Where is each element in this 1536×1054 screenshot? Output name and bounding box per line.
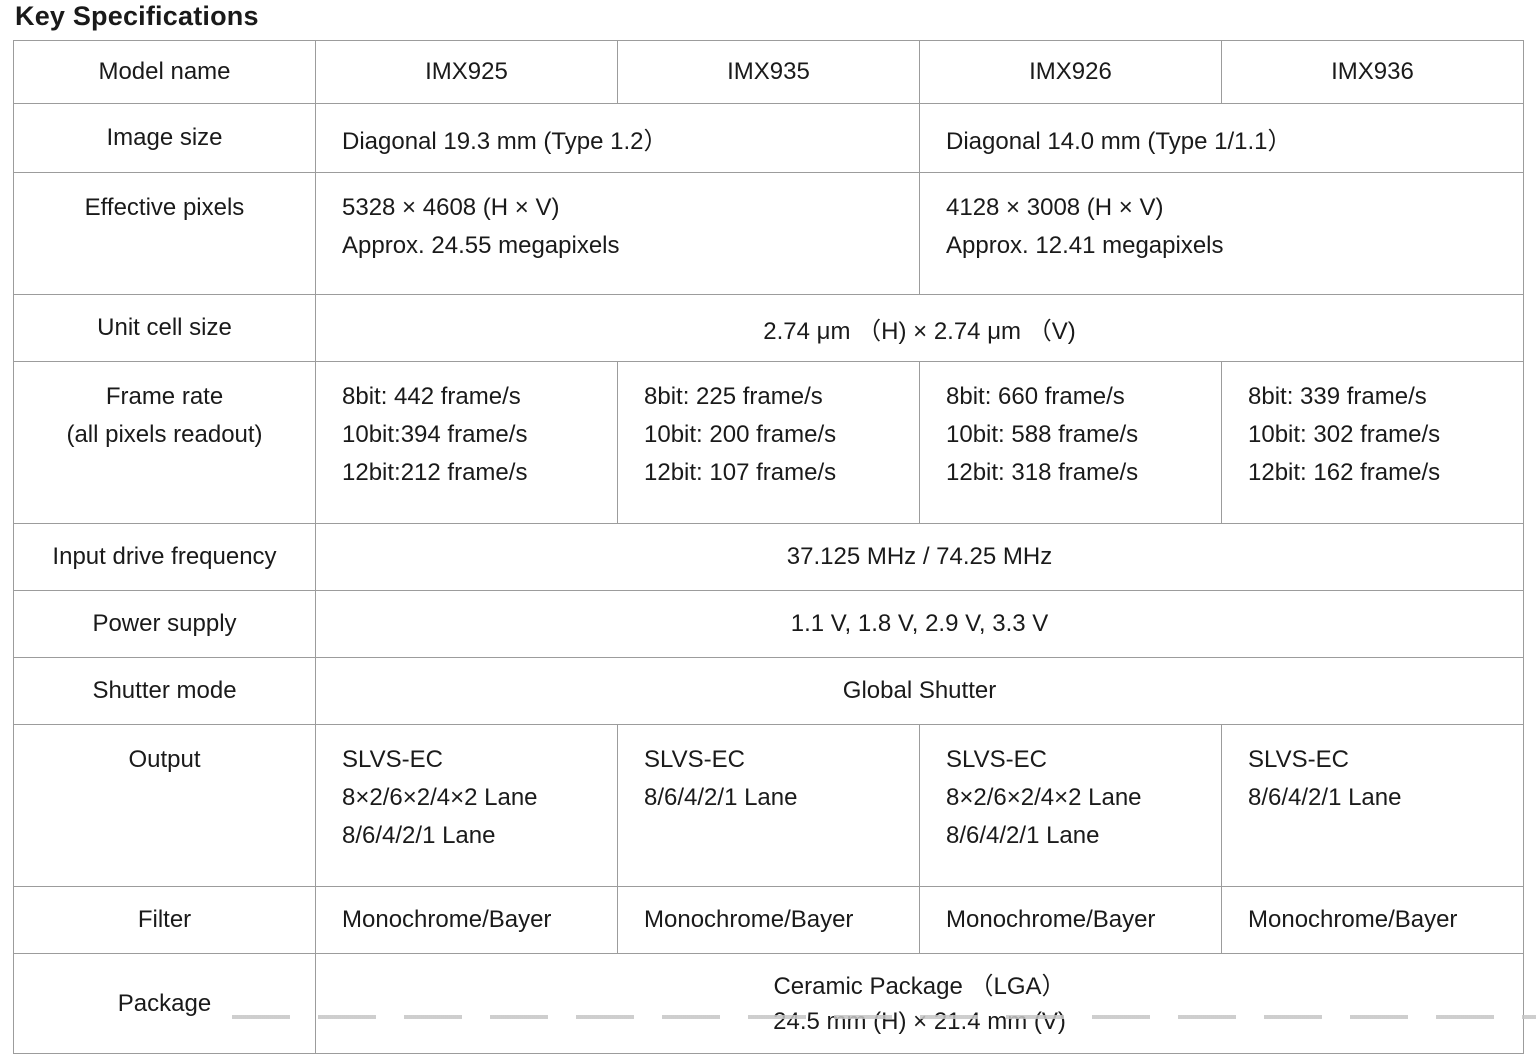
filter-imx936: Monochrome/Bayer — [1221, 886, 1524, 954]
power-supply-value: 1.1 V, 1.8 V, 2.9 V, 3.3 V — [315, 590, 1524, 658]
cropped-footnote-text — [232, 1015, 1536, 1019]
package-type: Ceramic Package （LGA） — [773, 972, 1066, 1000]
output-imx925: SLVS-EC 8×2/6×2/4×2 Lane 8/6/4/2/1 Lane — [315, 724, 618, 887]
effective-pixels-imx925-imx935: 5328 × 4608 (H × V) Approx. 24.55 megapi… — [315, 172, 920, 295]
row-label-frame-rate: Frame rate (all pixels readout) — [13, 361, 316, 524]
effective-pixels-megapixels: Approx. 24.55 megapixels — [342, 232, 620, 259]
model-header-imx936: IMX936 — [1221, 40, 1524, 104]
image-size-imx925-imx935: Diagonal 19.3 mm (Type 1.2） — [315, 103, 920, 173]
filter-imx926: Monochrome/Bayer — [919, 886, 1222, 954]
frame-rate-imx925: 8bit: 442 frame/s 10bit:394 frame/s 12bi… — [315, 361, 618, 524]
row-label-shutter-mode: Shutter mode — [13, 657, 316, 725]
row-label-model-name: Model name — [13, 40, 316, 104]
frame-rate-imx935: 8bit: 225 frame/s 10bit: 200 frame/s 12b… — [617, 361, 920, 524]
frame-rate-imx926: 8bit: 660 frame/s 10bit: 588 frame/s 12b… — [919, 361, 1222, 524]
table-row-input-drive-frequency: Input drive frequency 37.125 MHz / 74.25… — [13, 523, 1524, 591]
table-row-unit-cell-size: Unit cell size 2.74 μm （H) × 2.74 μm （V) — [13, 294, 1524, 362]
effective-pixels-resolution: 5328 × 4608 (H × V) — [342, 194, 560, 221]
frame-rate-imx936: 8bit: 339 frame/s 10bit: 302 frame/s 12b… — [1221, 361, 1524, 524]
table-row-image-size: Image size Diagonal 19.3 mm (Type 1.2） D… — [13, 103, 1524, 173]
shutter-mode-value: Global Shutter — [315, 657, 1524, 725]
output-imx926: SLVS-EC 8×2/6×2/4×2 Lane 8/6/4/2/1 Lane — [919, 724, 1222, 887]
package-dimensions: 24.5 mm (H) × 21.4 mm (V) — [773, 1007, 1066, 1035]
model-header-imx926: IMX926 — [919, 40, 1222, 104]
effective-pixels-imx926-imx936: 4128 × 3008 (H × V) Approx. 12.41 megapi… — [919, 172, 1524, 295]
table-row-package: Package Ceramic Package （LGA） 24.5 mm (H… — [13, 953, 1524, 1054]
unit-cell-size-value: 2.74 μm （H) × 2.74 μm （V) — [315, 294, 1524, 362]
output-imx936: SLVS-EC 8/6/4/2/1 Lane — [1221, 724, 1524, 887]
row-label-filter: Filter — [13, 886, 316, 954]
package-value: Ceramic Package （LGA） 24.5 mm (H) × 21.4… — [315, 953, 1524, 1054]
table-row-filter: Filter Monochrome/Bayer Monochrome/Bayer… — [13, 886, 1524, 954]
row-label-package: Package — [13, 953, 316, 1054]
effective-pixels-megapixels: Approx. 12.41 megapixels — [946, 232, 1224, 259]
row-label-effective-pixels: Effective pixels — [13, 172, 316, 295]
table-row-model-name: Model name IMX925 IMX935 IMX926 IMX936 — [13, 40, 1524, 104]
row-label-power-supply: Power supply — [13, 590, 316, 658]
filter-imx925: Monochrome/Bayer — [315, 886, 618, 954]
table-row-shutter-mode: Shutter mode Global Shutter — [13, 657, 1524, 725]
output-imx935: SLVS-EC 8/6/4/2/1 Lane — [617, 724, 920, 887]
table-row-power-supply: Power supply 1.1 V, 1.8 V, 2.9 V, 3.3 V — [13, 590, 1524, 658]
image-size-imx926-imx936: Diagonal 14.0 mm (Type 1/1.1） — [919, 103, 1524, 173]
row-label-input-drive-frequency: Input drive frequency — [13, 523, 316, 591]
table-row-frame-rate: Frame rate (all pixels readout) 8bit: 44… — [13, 361, 1524, 524]
input-drive-frequency-value: 37.125 MHz / 74.25 MHz — [315, 523, 1524, 591]
table-row-effective-pixels: Effective pixels 5328 × 4608 (H × V) App… — [13, 172, 1524, 295]
model-header-imx925: IMX925 — [315, 40, 618, 104]
filter-imx935: Monochrome/Bayer — [617, 886, 920, 954]
key-specifications-table: Model name IMX925 IMX935 IMX926 IMX936 I… — [13, 40, 1524, 1054]
effective-pixels-resolution: 4128 × 3008 (H × V) — [946, 194, 1164, 221]
row-label-unit-cell-size: Unit cell size — [13, 294, 316, 362]
row-label-output: Output — [13, 724, 316, 887]
row-label-image-size: Image size — [13, 103, 316, 173]
table-row-output: Output SLVS-EC 8×2/6×2/4×2 Lane 8/6/4/2/… — [13, 724, 1524, 887]
page-title: Key Specifications — [15, 1, 259, 31]
model-header-imx935: IMX935 — [617, 40, 920, 104]
